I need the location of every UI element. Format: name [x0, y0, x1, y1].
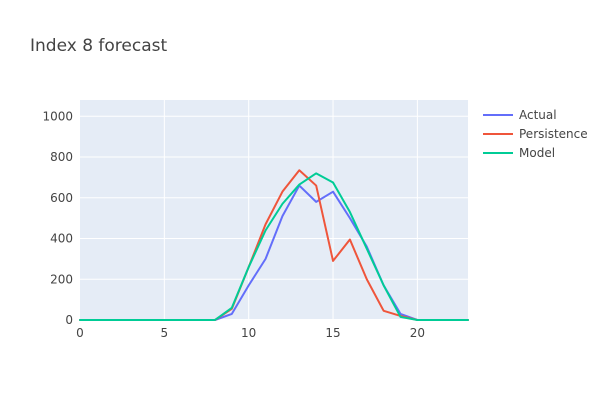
x-tick-label: 15 [325, 326, 340, 340]
series-line-model [79, 172, 469, 321]
legend[interactable]: Actual Persistence Model [483, 108, 588, 160]
grid-lines [80, 100, 468, 321]
y-tick-label: 200 [50, 272, 73, 286]
y-tick-label: 400 [50, 232, 73, 246]
legend-label: Persistence [519, 127, 588, 141]
x-tick-label: 5 [161, 326, 169, 340]
y-tick-label: 1000 [42, 109, 73, 123]
x-tick-label: 20 [410, 326, 425, 340]
legend-item-persistence[interactable]: Persistence [483, 127, 588, 141]
x-tick-label: 0 [76, 326, 84, 340]
legend-label: Model [519, 146, 555, 160]
y-tick-label: 800 [50, 150, 73, 164]
series-lines [79, 169, 469, 321]
y-tick-label: 600 [50, 191, 73, 205]
x-tick-label: 10 [241, 326, 256, 340]
legend-item-actual[interactable]: Actual [483, 108, 557, 122]
legend-item-model[interactable]: Model [483, 146, 555, 160]
legend-label: Actual [519, 108, 557, 122]
y-tick-label: 0 [65, 313, 73, 327]
chart-title: Index 8 forecast [30, 36, 168, 56]
